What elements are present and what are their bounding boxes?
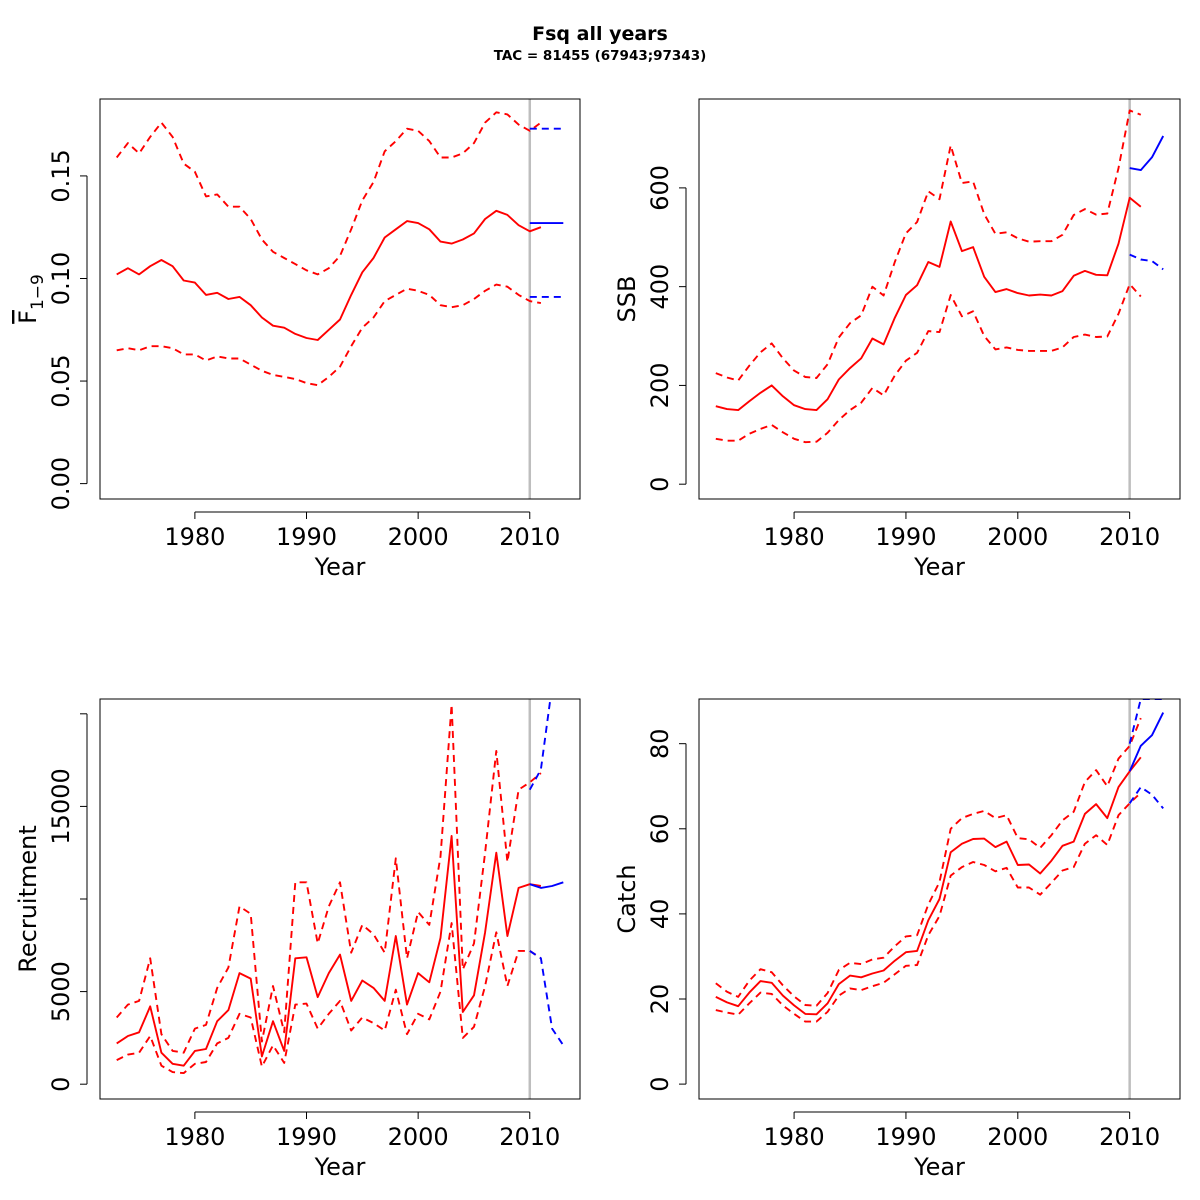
catch-y-axis: 0 20 40 60 80 Catch [613,728,687,1092]
ssb-x-axis-label: Year [913,553,965,581]
fbar-y-axis-label: F1−9 [14,274,48,324]
catch-y-tick-label: 60 [646,814,674,845]
ssb-x-tick-label: 1990 [875,523,936,551]
fbar-x-axis-label: Year [314,553,366,581]
recruitment-y-axis-label: Recruitment [14,825,42,972]
panel-fbar: 1980 1990 2000 2010 Year 0.00 0.05 0.10 0.15 F1−9 [14,98,581,581]
ssb-y-tick-label: 200 [646,363,674,409]
fbar-y-tick-label: 0.00 [47,457,75,510]
ssb-x-axis: 1980 1990 2000 2010 Year [764,511,1160,581]
ssb-y-axis-label: SSB [613,276,641,323]
catch-estimate-upper-line [715,717,1142,1007]
ssb-estimate-line [715,196,1142,412]
fbar-y-tick-label: 0.05 [47,354,75,407]
recruitment-x-tick-label: 2010 [499,1123,560,1151]
ssb-estimate-lower-line [715,283,1142,444]
recruitment-x-axis: 1980 1990 2000 2010 Year [164,1111,560,1181]
fbar-estimate-line [116,209,542,341]
catch-forecast-lower-line [1128,786,1164,810]
catch-x-tick-label: 1980 [764,1123,825,1151]
recruitment-estimate-line [116,835,542,1067]
figure-subtitle: TAC = 81455 (67943;97343) [494,48,707,64]
catch-y-tick-label: 40 [646,899,674,930]
ssb-forecast-line [1129,135,1165,172]
recruitment-forecast-upper-line [528,699,552,791]
catch-y-tick-label: 80 [646,728,674,759]
ssb-y-tick-label: 600 [646,165,674,211]
catch-x-tick-label: 1990 [875,1123,936,1151]
catch-y-axis-label: Catch [613,864,641,933]
ssb-y-tick-label: 400 [646,264,674,310]
fbar-y-tick-label: 0.15 [47,149,75,202]
fbar-x-tick-label: 1980 [164,523,225,551]
fbar-y-axis: 0.00 0.05 0.10 0.15 F1−9 [14,149,88,510]
panels: 1980 1990 2000 2010Year0.000.050.100.15F1−9… [14,98,1181,1181]
recruitment-x-tick-label: 2000 [388,1123,449,1151]
catch-x-axis-label: Year [913,1153,965,1181]
catch-x-tick-label: 2000 [987,1123,1048,1151]
recruitment-x-tick-label: 1990 [276,1123,337,1151]
catch-series-group [715,699,1165,1023]
fbar-estimate-upper-line [115,111,542,276]
catch-plot-box [698,698,1181,1100]
fbar-x-axis: 1980 1990 2000 2010 Year [164,511,560,581]
ssb-y-tick-label: 0 [646,477,674,492]
catch-y-tick-label: 20 [646,984,674,1015]
catch-estimate-lower-line [715,791,1142,1023]
ssb-x-tick-label: 2010 [1099,523,1160,551]
ssb-forecast-lower-line [1129,253,1164,271]
fbar-x-tick-label: 1990 [276,523,337,551]
recruitment-y-tick-label: 5000 [47,961,75,1022]
recruitment-y-tick-label: 15000 [47,768,75,844]
recruitment-x-axis-label: Year [314,1153,366,1181]
ssb-plot-box [698,98,1181,500]
ssb-x-tick-label: 1980 [764,523,825,551]
ssb-series-group [715,109,1165,444]
ssb-y-axis: 0 200 400 600 SSB [613,165,687,492]
fbar-x-tick-label: 2010 [499,523,560,551]
recruitment-estimate-lower-line [116,922,542,1075]
recruitment-forecast-lower-line [529,950,565,1046]
recruitment-estimate-upper-line [115,703,542,1054]
fbar-x-tick-label: 2000 [388,523,449,551]
catch-x-axis: 1980 1990 2000 2010 Year [764,1111,1160,1181]
catch-estimate-line [715,756,1142,1016]
panel-catch: 1980 1990 2000 2010 Year 0 20 40 60 80 Catch [613,698,1181,1181]
figure-title: Fsq all years [532,23,668,45]
catch-x-tick-label: 2010 [1099,1123,1160,1151]
fbar-series-group [115,111,564,387]
catch-y-tick-label: 0 [646,1076,674,1091]
ssb-estimate-upper-line [715,109,1142,382]
ssb-x-tick-label: 2000 [987,523,1048,551]
recruitment-series-group [115,699,565,1075]
catch-forecast-line [1128,712,1165,772]
fbar-y-tick-label: 0.10 [47,252,75,305]
panel-recruitment: 1980 1990 2000 2010 Year 0 5000 15000Recruitmen… [14,698,581,1181]
recruitment-x-tick-label: 1980 [164,1123,225,1151]
recruitment-y-tick-label: 0 [47,1077,75,1092]
recruitment-forecast-line [529,881,564,889]
panel-ssb: 1980 1990 2000 2010 Year 0 200 400 600 SSB [613,98,1181,581]
recruitment-plot-box [99,698,581,1100]
fbar-estimate-lower-line [116,283,542,387]
fbar-plot-box [99,98,581,500]
